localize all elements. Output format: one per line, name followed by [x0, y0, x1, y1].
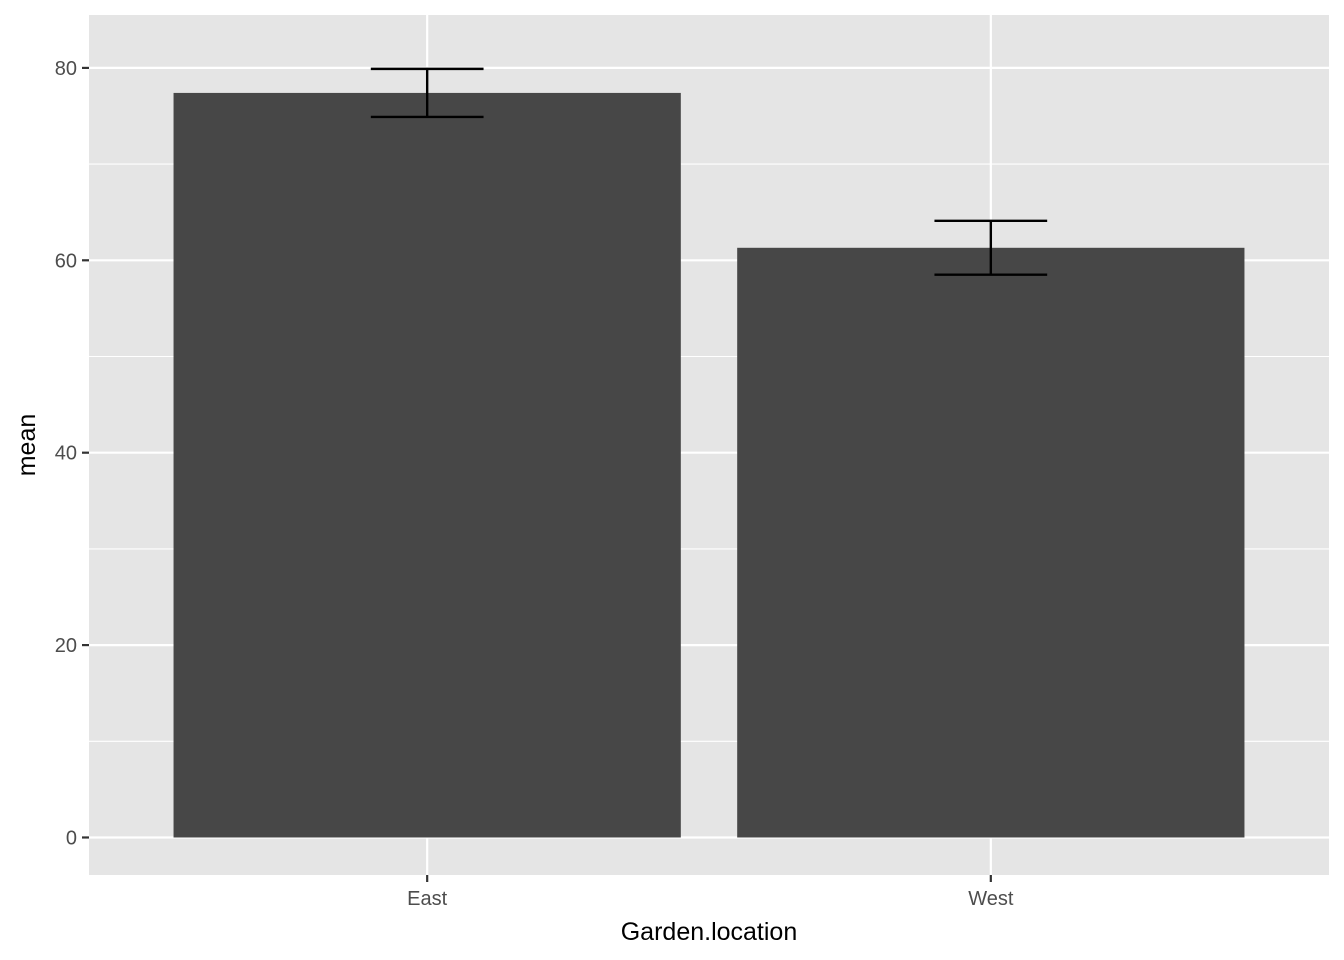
y-tick-label: 80 — [55, 58, 77, 80]
y-tick-label: 20 — [55, 635, 77, 657]
x-axis: East West — [407, 875, 1014, 910]
y-tick-label: 0 — [66, 827, 77, 849]
bar-east — [173, 92, 681, 838]
y-axis: 0 20 40 60 80 — [55, 58, 89, 849]
y-tick-label: 40 — [55, 443, 77, 465]
y-axis-title: mean — [13, 414, 41, 477]
error-bar-east — [370, 67, 484, 119]
bar-west — [737, 247, 1245, 838]
error-bars — [370, 67, 1048, 276]
x-axis-title: Garden.location — [621, 918, 798, 946]
bars — [173, 92, 1245, 838]
x-tick-label: East — [407, 888, 447, 910]
y-tick-label: 60 — [55, 250, 77, 272]
error-bar-west — [934, 219, 1048, 276]
x-tick-label: West — [968, 888, 1014, 910]
